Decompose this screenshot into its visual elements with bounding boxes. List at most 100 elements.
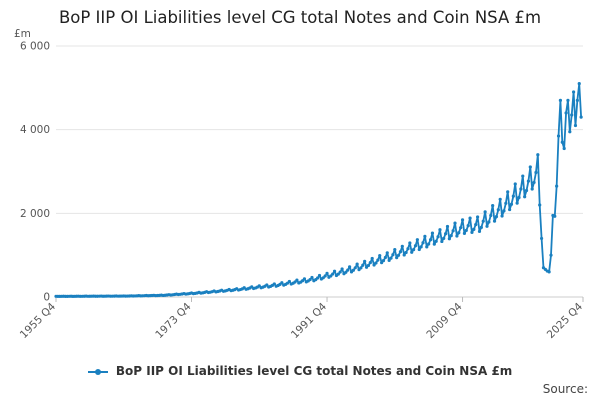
data-point (374, 261, 378, 265)
data-point (344, 270, 348, 274)
data-point (506, 190, 510, 194)
legend-swatch (87, 367, 108, 377)
data-point (436, 235, 440, 239)
data-point (515, 201, 519, 205)
data-point (430, 231, 435, 235)
data-point (395, 256, 399, 260)
data-point (502, 209, 506, 213)
data-point (406, 247, 410, 251)
data-point (391, 253, 395, 257)
data-point (453, 221, 457, 225)
data-point (351, 268, 355, 272)
data-point (331, 272, 335, 276)
data-point (513, 182, 517, 186)
data-point (338, 270, 342, 274)
y-tick-label: 6 000 (20, 41, 50, 53)
data-point (459, 226, 463, 230)
legend[interactable]: BoP IIP OI Liabilities level CG total No… (0, 364, 600, 378)
data-point (528, 165, 532, 169)
x-tick-label: 1955 Q4 (18, 300, 59, 341)
data-point (378, 254, 382, 258)
data-point (340, 267, 344, 271)
data-point (491, 204, 495, 208)
data-point (348, 265, 352, 269)
data-point (370, 256, 374, 261)
data-point (504, 201, 508, 205)
data-point (566, 98, 570, 102)
data-point (398, 250, 403, 254)
data-point (468, 216, 472, 220)
data-point (539, 236, 544, 241)
data-point (466, 224, 470, 228)
data-point (385, 251, 389, 255)
data-point (355, 262, 359, 266)
data-point (455, 234, 459, 238)
x-tick-label: 2009 Q4 (424, 300, 465, 341)
y-tick-label: 0 (43, 292, 50, 304)
legend-label: BoP IIP OI Liabilities level CG total No… (115, 364, 513, 378)
data-point (323, 274, 327, 278)
y-unit-label: £m (14, 28, 31, 40)
data-point (494, 215, 499, 219)
data-point (573, 123, 578, 128)
data-point (451, 229, 455, 233)
data-point (564, 111, 568, 115)
data-point (477, 229, 482, 234)
data-point (553, 214, 557, 218)
data-point (476, 215, 480, 219)
data-point (428, 238, 433, 242)
data-point (449, 233, 453, 238)
data-point (562, 146, 566, 151)
data-point (363, 259, 367, 263)
data-point (521, 174, 525, 178)
data-point (485, 224, 489, 228)
data-point (556, 134, 561, 138)
data-point (445, 224, 450, 229)
data-point (579, 115, 583, 119)
data-point (547, 270, 551, 274)
data-point (519, 187, 523, 191)
series-line (55, 82, 583, 298)
data-point (526, 179, 531, 183)
data-point (410, 250, 414, 254)
data-point (415, 238, 419, 242)
data-point (555, 184, 559, 188)
data-point (381, 259, 386, 263)
data-point (492, 219, 497, 223)
data-point (549, 253, 553, 257)
data-point (509, 202, 514, 206)
data-point (346, 268, 350, 272)
data-point (396, 253, 401, 257)
data-point (393, 248, 397, 252)
data-point (287, 279, 291, 284)
data-point (575, 98, 579, 102)
data-point (425, 245, 429, 249)
data-point (387, 258, 391, 262)
data-point (438, 228, 442, 232)
data-point (361, 263, 365, 267)
data-point (419, 245, 423, 249)
data-point (538, 203, 542, 207)
data-point (389, 256, 393, 260)
data-point (470, 230, 474, 234)
data-point (434, 239, 438, 243)
data-point (511, 194, 515, 198)
data-point (368, 261, 372, 265)
data-point (447, 237, 451, 241)
data-point (404, 250, 408, 255)
data-point (400, 244, 404, 248)
data-point (366, 263, 371, 268)
x-tick-label: 1973 Q4 (153, 300, 194, 341)
data-point (359, 266, 363, 270)
data-point (325, 271, 329, 275)
data-point (496, 208, 500, 212)
data-point (332, 269, 337, 273)
data-point (402, 253, 406, 257)
data-point (558, 98, 563, 102)
data-point (432, 242, 436, 246)
data-point (353, 266, 357, 270)
data-point (536, 153, 540, 157)
data-point (530, 187, 534, 191)
data-point (376, 258, 380, 262)
